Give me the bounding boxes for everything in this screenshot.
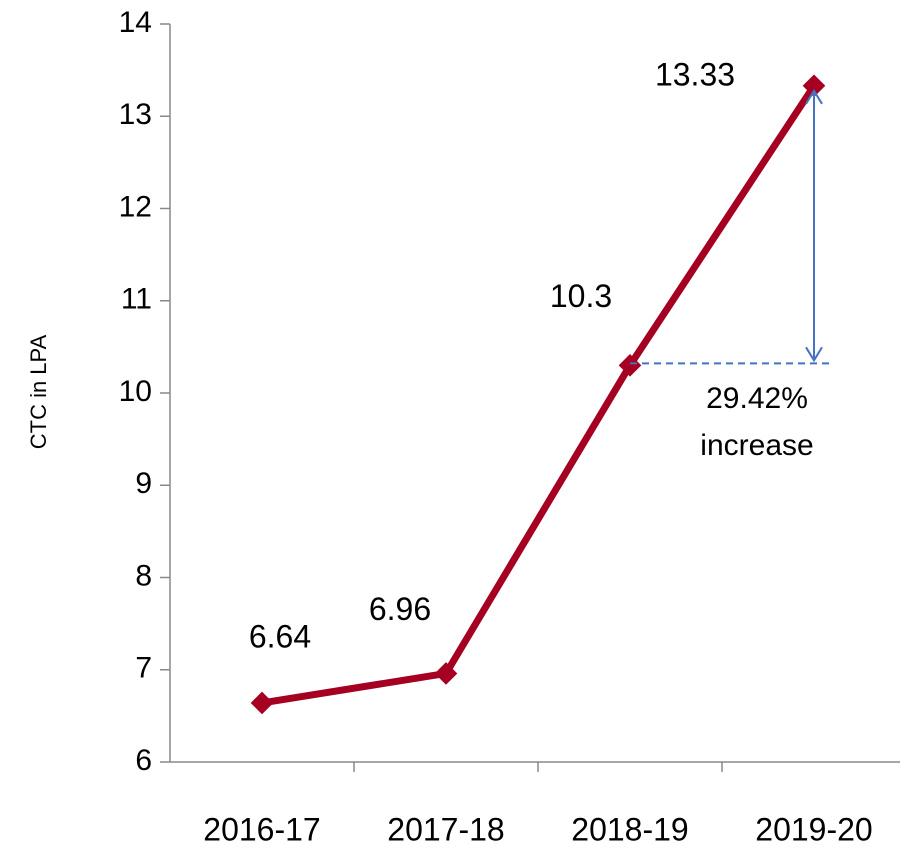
point-marker [250,691,274,715]
y-tick-label: 14 [119,6,152,39]
y-tick-label: 11 [121,283,152,316]
y-tick-label: 7 [135,652,152,685]
arrow-head [805,346,823,363]
y-tick-label: 8 [135,559,152,592]
arrow-head [805,88,823,105]
x-tick-label: 2017-18 [387,811,504,847]
y-axis-label: CTC in LPA [26,334,51,449]
point-marker [618,354,642,377]
annotation-text: increase [700,429,813,462]
data-label: 6.96 [369,591,431,627]
data-label: 10.3 [550,278,612,314]
data-label: 6.64 [249,618,311,654]
y-tick-label: 6 [135,744,152,777]
y-tick-label: 10 [119,375,152,408]
series-line [261,83,817,707]
y-tick-label: 12 [119,190,152,223]
x-tick-label: 2018-19 [571,811,688,847]
data-label: 13.33 [655,56,735,92]
point-marker [434,662,458,685]
x-tick-label: 2019-20 [755,811,872,847]
x-tick-label: 2016-17 [203,811,320,847]
y-tick-label: 13 [119,98,152,131]
annotation-text: 29.42% [706,382,808,415]
point-marker [802,74,826,98]
y-tick-label: 9 [135,467,152,500]
